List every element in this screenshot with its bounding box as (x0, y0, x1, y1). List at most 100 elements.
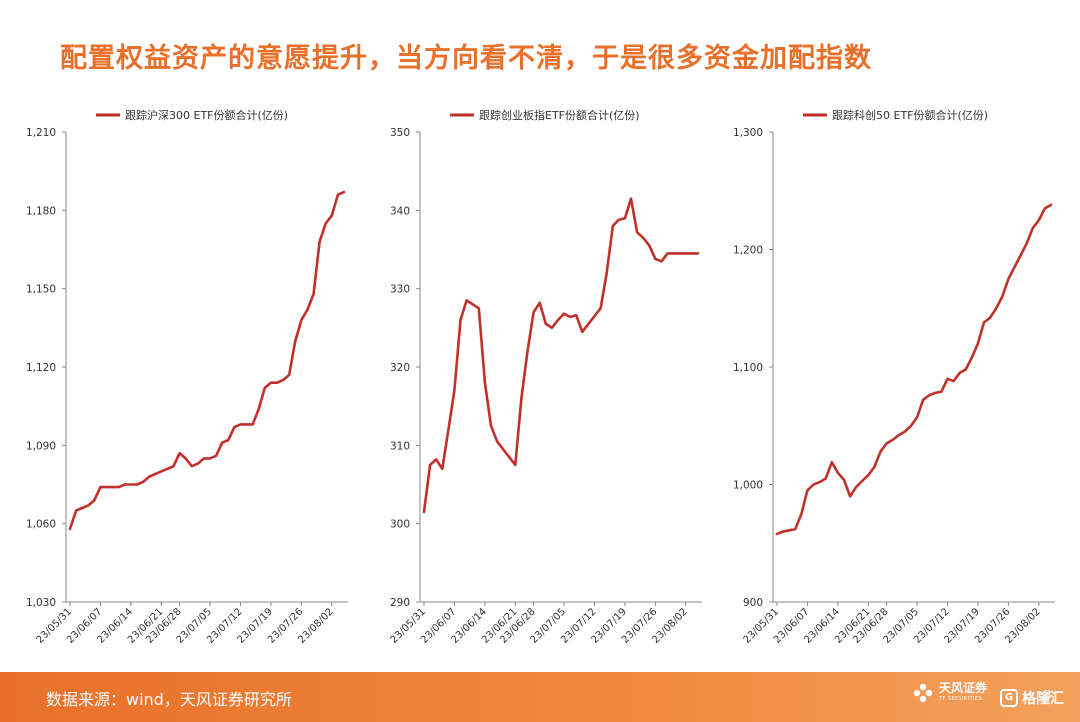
y-tick-label: 1,180 (26, 205, 56, 217)
data-point (897, 434, 900, 436)
data-point (276, 381, 278, 384)
data-point (221, 441, 224, 444)
y-tick-label: 310 (390, 440, 410, 452)
data-point (964, 368, 967, 371)
data-point (1044, 207, 1046, 210)
data-point (136, 483, 138, 486)
data-point (794, 528, 797, 530)
data-point (465, 299, 468, 302)
data-point (538, 301, 541, 304)
data-point (282, 379, 284, 381)
data-point (806, 489, 809, 492)
data-point (172, 465, 175, 468)
data-point (818, 481, 821, 483)
data-point (300, 319, 303, 321)
data-point (1013, 266, 1016, 268)
data-point (800, 513, 803, 515)
data-point (441, 468, 444, 470)
data-point (837, 471, 839, 474)
data-point (952, 380, 955, 382)
data-point (1050, 204, 1052, 206)
data-point (514, 464, 517, 466)
data-point (526, 350, 529, 353)
data-point (873, 466, 876, 468)
data-point (429, 464, 431, 466)
data-point (190, 465, 193, 468)
data-point (831, 461, 833, 463)
data-point (849, 495, 851, 498)
y-tick-label: 1,150 (26, 284, 56, 296)
data-point (636, 231, 638, 234)
data-point (508, 456, 511, 458)
series-line (422, 197, 700, 514)
data-point (270, 381, 272, 384)
data-point (910, 424, 912, 427)
data-point (453, 389, 456, 392)
data-point (93, 499, 96, 501)
data-point (569, 316, 571, 318)
y-tick-label: 1,060 (26, 519, 56, 531)
chart-hs300-etf-shares: 跟踪沪深300 ETF份额合计(亿份) 1,030 1,060 1,090 1,120 1… (18, 98, 358, 660)
data-point (977, 342, 979, 345)
brand-name: 天风证券 (939, 681, 988, 695)
chart-chinext-svg: 跟踪创业板指ETF份额合计(亿份)29030031032033034035023… (389, 108, 702, 646)
data-point (331, 214, 333, 217)
data-point (239, 423, 242, 426)
page-title: 配置权益资产的意愿提升，当方向看不清，于是很多资金加配指数 (60, 43, 872, 74)
data-point (197, 462, 199, 465)
data-point (885, 442, 888, 445)
data-point (934, 392, 937, 394)
data-point (551, 327, 553, 329)
legend-label: 跟踪创业板指ETF份额合计(亿份) (479, 108, 640, 122)
data-point (611, 225, 614, 227)
data-point (1001, 295, 1004, 298)
data-point (904, 430, 906, 433)
series-line (775, 203, 1053, 536)
data-point (672, 252, 675, 255)
data-point (642, 236, 644, 239)
data-point (776, 533, 778, 535)
y-tick-label: 1,300 (733, 127, 763, 139)
data-point (257, 407, 260, 410)
chart-hs300-svg: 跟踪沪深300 ETF份额合计(亿份) 1,030 1,060 1,090 1,120 1… (26, 108, 348, 646)
data-point (337, 193, 339, 196)
data-point (1038, 219, 1040, 221)
data-point (502, 448, 504, 451)
data-point (782, 530, 784, 533)
watermark: G 格隆汇 (1000, 688, 1064, 708)
series-line (68, 190, 346, 531)
data-point (824, 477, 827, 480)
data-point (496, 440, 498, 443)
data-point (593, 315, 596, 317)
legend-label: 跟踪科创50 ETF份额合计(亿份) (832, 108, 988, 122)
data-point (130, 483, 132, 486)
data-point (105, 486, 108, 488)
data-point (861, 480, 864, 482)
data-point (685, 252, 687, 255)
data-point (1025, 242, 1028, 245)
data-point (599, 307, 602, 310)
data-point (891, 439, 894, 441)
page-number: 3 (1044, 688, 1052, 702)
data-point (691, 252, 693, 255)
y-tick-label: 1,000 (733, 480, 763, 492)
data-point (484, 381, 486, 384)
data-point (233, 426, 236, 428)
data-point (940, 390, 943, 393)
data-point (154, 473, 157, 475)
data-point (312, 293, 315, 295)
y-tick-label: 290 (390, 597, 410, 609)
data-point (630, 197, 632, 200)
data-point (160, 470, 163, 473)
data-point (288, 374, 291, 376)
data-point (459, 319, 462, 321)
data-point (879, 450, 882, 453)
data-point (575, 314, 578, 317)
footer-bar: 数据来源：wind，天风证券研究所 天风证券 TF SECURITIES G 格… (0, 672, 1080, 722)
data-point (648, 244, 651, 247)
y-tick-label: 1,100 (733, 362, 763, 374)
brand-logo: 天风证券 TF SECURITIES (912, 682, 987, 704)
watermark-text: 格隆汇 (1022, 691, 1064, 707)
data-point (605, 272, 608, 274)
data-point (203, 457, 205, 460)
